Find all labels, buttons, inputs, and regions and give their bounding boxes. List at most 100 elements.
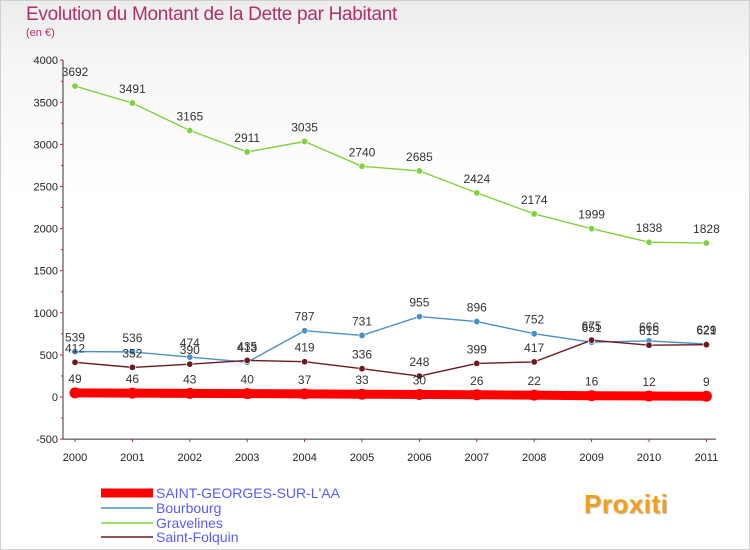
data-label: 3692 [62, 65, 89, 79]
legend-label: Gravelines [156, 515, 223, 531]
data-point [71, 82, 79, 90]
chart-subtitle: (en €) [26, 27, 55, 39]
data-point [128, 348, 136, 356]
data-point [243, 148, 251, 156]
x-tick-label: 2006 [407, 452, 431, 464]
data-point [588, 336, 596, 344]
data-point [645, 341, 653, 349]
data-label: 1838 [636, 221, 663, 235]
data-label: 413 [237, 341, 257, 355]
data-label: 615 [639, 324, 659, 338]
x-tick-label: 2008 [522, 452, 546, 464]
data-point [645, 238, 653, 246]
data-point [528, 389, 540, 401]
data-label: 26 [470, 374, 484, 388]
data-label: 33 [355, 373, 369, 387]
data-label: 417 [524, 341, 544, 355]
data-point [69, 387, 81, 399]
data-label: 2911 [234, 131, 260, 145]
series-line [74, 85, 708, 244]
data-label: 22 [528, 374, 542, 388]
data-label: 1828 [693, 222, 720, 236]
data-point [71, 348, 79, 356]
series-line [70, 388, 711, 401]
data-point [186, 353, 194, 361]
data-point [184, 387, 196, 399]
data-label: 675 [582, 319, 602, 333]
data-label: 12 [642, 375, 656, 389]
data-label: 787 [295, 310, 315, 324]
data-point [473, 318, 481, 326]
data-label: 2685 [406, 150, 433, 164]
y-tick-label: -500 [36, 434, 58, 446]
data-point [643, 390, 655, 402]
data-label: 629 [696, 323, 716, 337]
series-line [74, 315, 708, 363]
data-label: 651 [582, 321, 602, 335]
data-point [186, 127, 194, 135]
x-tick-label: 2007 [465, 452, 489, 464]
data-label: 248 [409, 355, 429, 369]
data-label: 9 [703, 375, 710, 389]
data-label: 536 [122, 331, 142, 345]
data-label: 896 [467, 301, 487, 315]
legend-label: Bourbourg [156, 500, 221, 516]
data-label: 3491 [119, 82, 146, 96]
y-tick-label: 1500 [34, 266, 58, 278]
data-point [473, 359, 481, 367]
data-label: 390 [180, 343, 200, 357]
data-label: 399 [467, 342, 487, 356]
y-tick-label: 1000 [34, 308, 58, 320]
y-tick-label: 3000 [34, 139, 58, 151]
data-point [415, 313, 423, 321]
data-point [299, 388, 311, 400]
chart-legend: SAINT-GEORGES-SUR-L'AABourbourgGraveline… [101, 485, 341, 545]
x-tick-label: 2010 [637, 452, 661, 464]
data-point [473, 189, 481, 197]
chart-axes: -500 0 500 1000 1500 2000 2500 3000 3500 4000 2000… [34, 55, 719, 464]
data-point [128, 99, 136, 107]
series-line [74, 339, 708, 377]
y-tick-label: 0 [52, 392, 58, 404]
data-point [530, 358, 538, 366]
data-point [702, 239, 710, 247]
y-tick-label: 3500 [34, 97, 58, 109]
data-point [700, 390, 712, 402]
data-point [71, 358, 79, 366]
data-label: 731 [352, 314, 372, 328]
data-label: 3165 [176, 110, 203, 124]
data-label: 49 [68, 372, 82, 386]
data-label: 419 [295, 341, 315, 355]
data-label: 435 [237, 339, 257, 353]
data-point [413, 388, 425, 400]
data-point [186, 360, 194, 368]
data-label: 1999 [578, 208, 605, 222]
y-tick-label: 4000 [34, 55, 58, 67]
data-label: 40 [241, 373, 255, 387]
data-label: 621 [696, 324, 716, 338]
data-label: 752 [524, 313, 544, 327]
data-point [128, 363, 136, 371]
chart-title: Evolution du Montant de la Dette par Hab… [26, 4, 397, 25]
data-point [358, 331, 366, 339]
data-label: 336 [352, 348, 372, 362]
chart-series-lines [70, 85, 711, 401]
data-point [301, 327, 309, 335]
data-point [588, 225, 596, 233]
proxiti-logo: Proxiti [584, 489, 669, 519]
data-point [358, 162, 366, 170]
x-tick-label: 2009 [579, 452, 603, 464]
data-label: 16 [585, 375, 599, 389]
data-point [702, 341, 710, 349]
data-label: 30 [413, 373, 427, 387]
data-point [358, 365, 366, 373]
legend-label: SAINT-GEORGES-SUR-L'AA [156, 485, 341, 501]
x-tick-label: 2011 [695, 452, 719, 464]
data-point [356, 388, 368, 400]
data-label: 539 [65, 331, 85, 345]
x-tick-label: 2004 [292, 452, 316, 464]
data-point [301, 358, 309, 366]
data-label: 352 [122, 346, 142, 360]
data-label: 2174 [521, 193, 548, 207]
